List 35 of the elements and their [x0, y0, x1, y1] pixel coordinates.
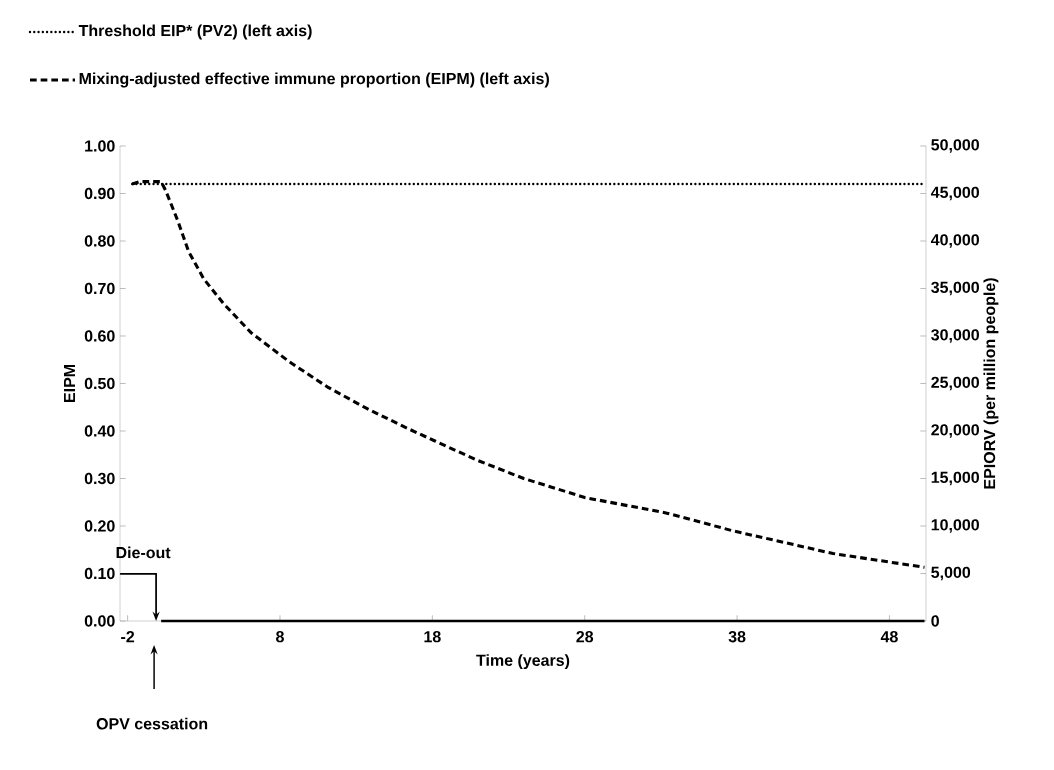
y2-tick-label: 5,000 — [931, 566, 971, 581]
y2-tick-label: 50,000 — [931, 139, 979, 153]
x-tick-label: 8 — [276, 631, 284, 643]
y-tick-label: 0.60 — [84, 330, 115, 342]
y2-tick-label: 0 — [931, 615, 939, 627]
y2-tick-label: 20,000 — [931, 424, 979, 438]
x-tick-label: -2 — [121, 631, 135, 643]
y2-tick-label: 30,000 — [931, 329, 979, 343]
y2-tick-label: 45,000 — [930, 186, 979, 201]
x-axis-title: Time (years) — [476, 654, 570, 670]
y-axis-title: EIPM — [64, 365, 75, 402]
y-tick-label: 0.00 — [84, 615, 115, 627]
x-tick-label: 38 — [728, 631, 746, 643]
text: OPV cessation — [96, 717, 208, 730]
y-tick-label: 0.80 — [84, 235, 115, 247]
legend-label: Threshold EIP* (PV2) (left axis) — [78, 24, 312, 40]
y-tick-label: 0.20 — [84, 520, 115, 532]
y2-tick-label: 40,000 — [930, 234, 979, 248]
legend-label: Mixing-adjusted effective immune proportion (EIPM) (left axis) — [79, 72, 549, 88]
y-tick-label: 0.10 — [84, 567, 115, 580]
y2-tick-label: 25,000 — [931, 376, 979, 391]
y2-tick-label: 35,000 — [931, 281, 979, 296]
annotation: Die-out — [116, 546, 171, 559]
y2-tick-label: 10,000 — [931, 519, 979, 533]
y2-axis-title: EPIORV (per million people) — [983, 278, 999, 489]
x-tick-label: 48 — [880, 631, 898, 643]
y-tick-label: 0.90 — [84, 187, 115, 200]
y-tick-label: 0.50 — [84, 377, 115, 390]
y-tick-label: 1.00 — [85, 140, 115, 152]
y-tick-label: 0.30 — [84, 472, 115, 485]
y-tick-label: 0.70 — [84, 282, 115, 295]
x-tick-label: 18 — [424, 631, 441, 643]
y2-tick-label: 15,000 — [931, 471, 979, 486]
x-tick-label: 28 — [576, 631, 594, 643]
y-tick-label: 0.40 — [84, 425, 115, 437]
